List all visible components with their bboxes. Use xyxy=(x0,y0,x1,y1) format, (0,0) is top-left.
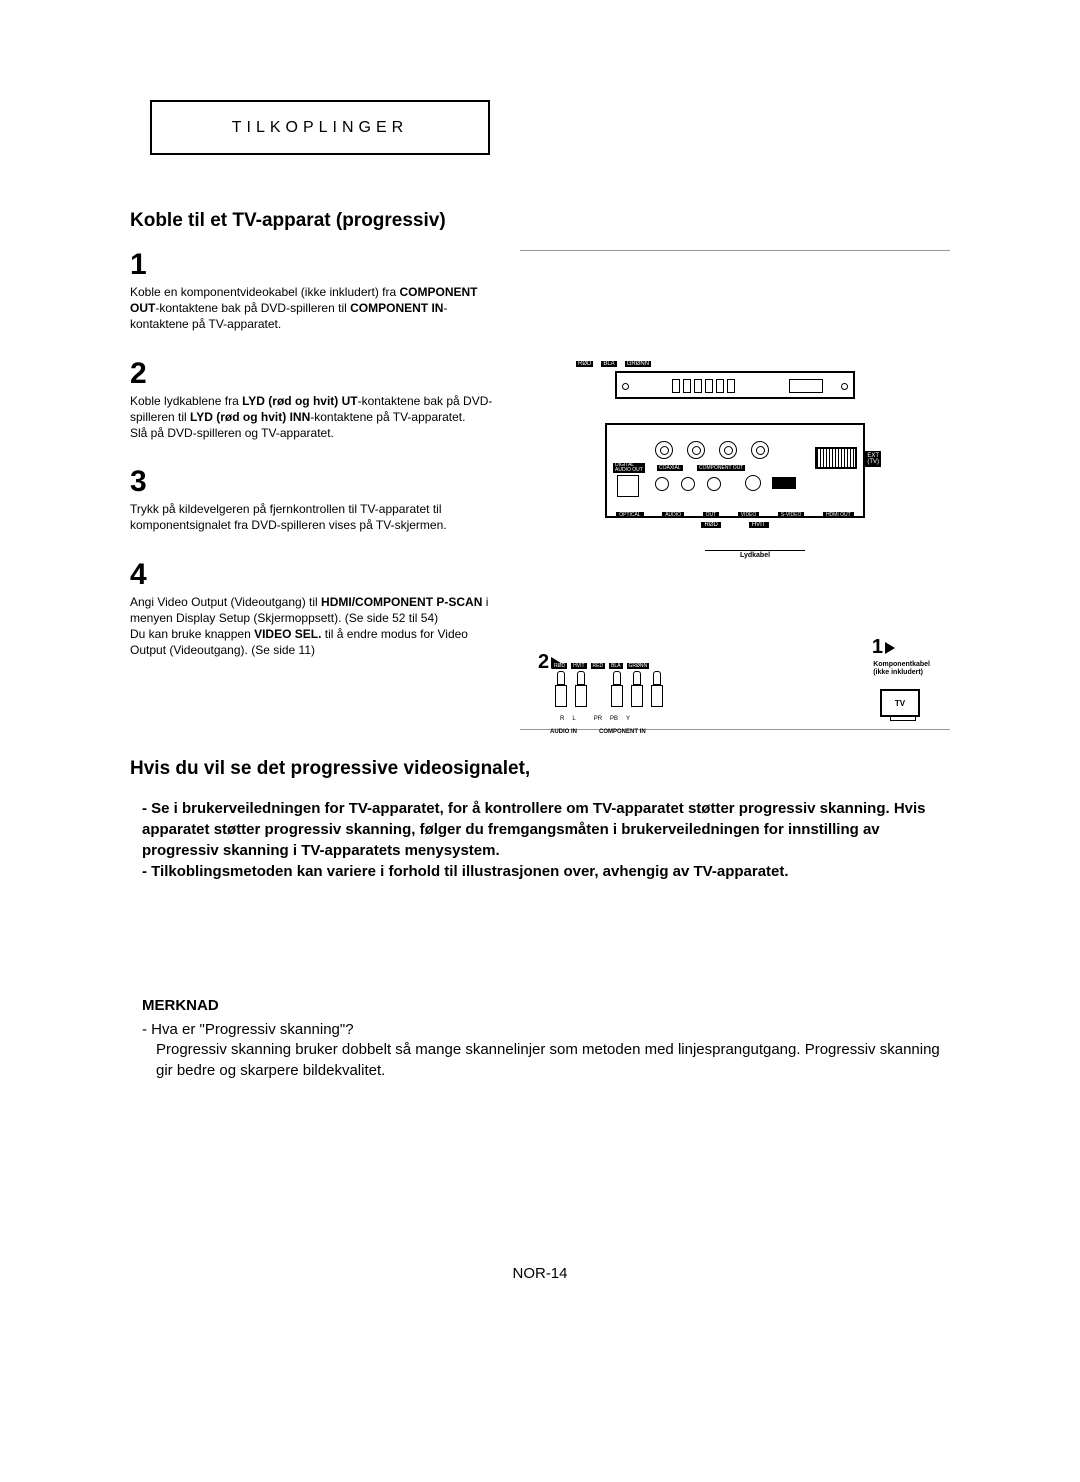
plug-channel-labels: R L PR PB Y xyxy=(560,716,630,722)
section-header-text: TILKOPLINGER xyxy=(232,119,408,137)
step-number: 2 xyxy=(130,359,500,389)
section-header-box: TILKOPLINGER xyxy=(150,100,490,155)
instruction-bullet: - Tilkoblingsmetoden kan variere i forho… xyxy=(142,861,950,882)
diagram-step-1-marker: 1 xyxy=(872,636,895,659)
step-text: Angi Video Output (Videoutgang) til HDMI… xyxy=(130,594,500,659)
tv-input-section-labels: AUDIO IN COMPONENT IN xyxy=(550,729,646,735)
audio-cable-label: Lydkabel xyxy=(705,550,805,559)
content-row: 1 Koble en komponentvideokabel (ikke inkl… xyxy=(130,250,950,730)
instruction-bullets: - Se i brukerveiledningen for TV-apparat… xyxy=(130,798,950,882)
step-text: Trykk på kildevelgeren på fjernkontrolle… xyxy=(130,501,500,533)
step: 1 Koble en komponentvideokabel (ikke inkl… xyxy=(130,250,500,333)
dvd-rear-panel: DIGITAL AUDIO OUT COAXIAL COMPONENT OUT … xyxy=(605,423,865,518)
step: 4 Angi Video Output (Videoutgang) til HDM… xyxy=(130,560,500,659)
step-number: 3 xyxy=(130,467,500,497)
step-number: 4 xyxy=(130,560,500,590)
note-question: - Hva er "Progressiv skanning"? xyxy=(130,1020,950,1040)
audio-color-labels: RØD HVIT xyxy=(530,522,940,528)
page-number: NOR-14 xyxy=(0,1265,1080,1282)
tv-input-plugs xyxy=(555,671,661,707)
plug-color-labels: RØD HVIT RED BLÅ GRØNN xyxy=(552,663,649,669)
diagram-column: RØD BLÅ GRØNN DIGITAL AUDIO OUT COAXIAL … xyxy=(520,250,950,730)
step-number: 1 xyxy=(130,250,500,280)
component-cable-label: Komponentkabel (ikke inkludert) xyxy=(873,661,930,676)
component-color-labels: RØD BLÅ GRØNN xyxy=(576,361,651,367)
step: 2 Koble lydkablene fra LYD (rød og hvit) … xyxy=(130,359,500,442)
step: 3 Trykk på kildevelgeren på fjernkontroll… xyxy=(130,467,500,533)
step-text: Koble en komponentvideokabel (ikke inklu… xyxy=(130,284,500,333)
dvd-front-view xyxy=(615,371,855,399)
instruction-bullet: - Se i brukerveiledningen for TV-apparat… xyxy=(142,798,950,861)
subsection-title: Hvis du vil se det progressive videosign… xyxy=(130,758,950,780)
page-title: Koble til et TV-apparat (progressiv) xyxy=(130,210,950,232)
note-heading: MERKNAD xyxy=(130,997,950,1014)
tv-icon: TV xyxy=(880,689,920,717)
steps-column: 1 Koble en komponentvideokabel (ikke inkl… xyxy=(130,250,500,730)
note-answer: Progressiv skanning bruker dobbelt så ma… xyxy=(130,1040,950,1081)
connection-diagram: RØD BLÅ GRØNN DIGITAL AUDIO OUT COAXIAL … xyxy=(530,371,940,561)
step-text: Koble lydkablene fra LYD (rød og hvit) U… xyxy=(130,393,500,442)
